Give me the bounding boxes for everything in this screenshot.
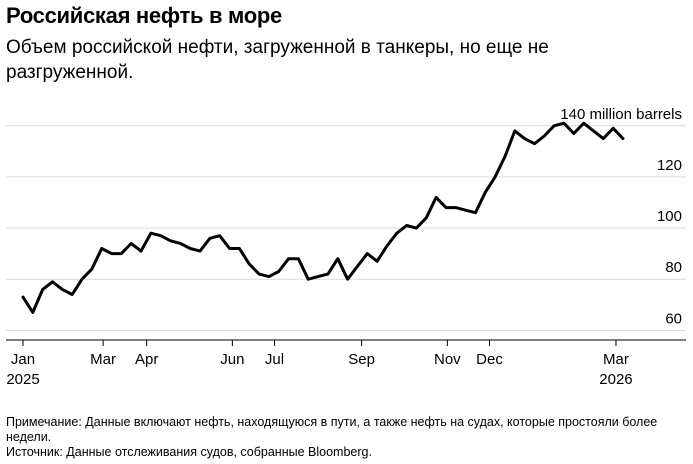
x-tick-label-jan: Jan [11,351,35,368]
y-tick-label-60: 60 [665,310,682,327]
series-line-0 [21,121,625,314]
y-tick-label-140: 140 million barrels [560,106,682,123]
chart-source: Источник: Данные отслеживания судов, соб… [6,445,372,459]
x-tick-label-mar: Mar [603,351,629,368]
y-tick-label-120: 120 [657,157,682,174]
chart-subtitle: Объем российской нефти, загруженной в та… [6,37,549,83]
x-tick-label-dec: Dec [476,351,503,368]
chart-footer: Примечание: Данные включают нефть, наход… [6,415,686,460]
x-tick-label-sep: Sep [348,351,375,368]
x-axis: Jan 2025 Mar Apr Jun Jul Sep Nov Dec Mar 2026 [6,339,686,388]
x-tick-label-apr: Apr [135,351,158,368]
x-tick-label-jun: Jun [220,351,244,368]
chart-title: Российская нефть в море [6,3,282,28]
y-axis-labels: 60 80 100 120 140 million barrels [560,106,682,328]
x-tick-year-2025: 2025 [6,371,39,388]
x-tick-label-nov: Nov [434,351,461,368]
x-tick-year-2026: 2026 [599,371,632,388]
gridlines [6,125,686,331]
y-tick-label-100: 100 [657,208,682,225]
series-layer [21,121,625,314]
x-tick-label-mar: Mar [90,351,116,368]
x-tick-label-jul: Jul [265,351,284,368]
chart-note: Примечание: Данные включают нефть, наход… [6,415,658,444]
y-tick-label-80: 80 [665,259,682,276]
